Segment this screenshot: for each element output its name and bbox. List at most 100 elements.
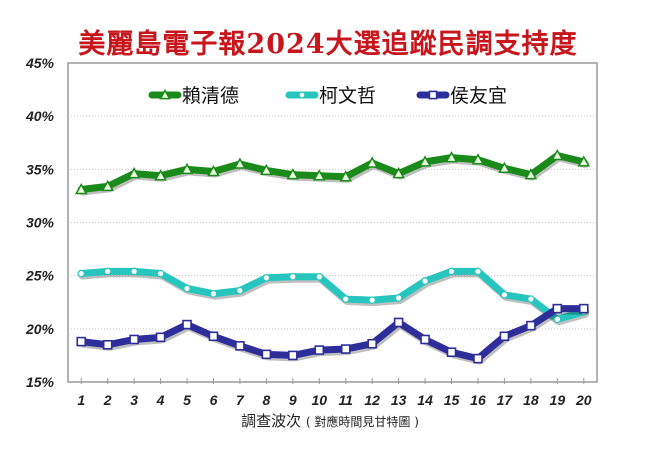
series-square: [76, 303, 590, 365]
triangle-marker: [180, 162, 194, 175]
square-marker: [102, 339, 113, 350]
legend-label: 柯文哲: [319, 85, 376, 107]
square-marker: [129, 334, 139, 345]
square-marker: [261, 349, 272, 360]
circle-marker: [183, 284, 191, 293]
y-tick-label: 35%: [26, 161, 55, 177]
y-tick-label: 20%: [25, 321, 55, 337]
x-tick-label: 4: [156, 392, 165, 408]
x-tick-label: 19: [550, 392, 566, 408]
square-marker: [76, 336, 87, 347]
triangle-marker: [74, 182, 88, 195]
circle-marker: [103, 267, 112, 276]
triangle-marker: [313, 169, 326, 181]
circle-marker: [447, 267, 456, 276]
triangle-marker: [159, 88, 171, 100]
circle-marker: [421, 277, 429, 285]
x-tick-label: 11: [338, 392, 353, 408]
circle-marker: [368, 296, 376, 304]
square-marker: [499, 331, 510, 342]
square-marker: [420, 334, 430, 345]
triangle-marker: [392, 167, 405, 179]
y-tick-label: 45%: [25, 55, 55, 71]
square-marker: [314, 345, 325, 355]
x-axis-label-note: ( 對應時間見甘特圖 ): [306, 414, 419, 429]
x-tick-label: 9: [289, 392, 297, 408]
y-tick-label: 40%: [25, 108, 55, 124]
triangle-marker: [339, 170, 352, 182]
triangle-marker: [498, 161, 511, 174]
x-tick-label: 18: [523, 392, 539, 408]
legend-label: 賴清德: [182, 85, 239, 107]
square-marker: [446, 347, 457, 358]
x-tick-label: 5: [183, 392, 191, 408]
triangle-marker: [101, 179, 114, 192]
x-axis-ticks: 1 2 3 4 5 6 7 8 9 10 11 12 13 14 15 16 17 18 19 20: [77, 378, 592, 408]
x-tick-label: 8: [262, 392, 270, 408]
circle-marker: [156, 269, 165, 278]
circle-marker: [474, 267, 482, 276]
square-marker: [473, 353, 483, 364]
circle-marker: [315, 272, 324, 281]
triangle-marker: [551, 148, 564, 161]
square-marker: [578, 303, 589, 314]
legend-item: 侯友宜: [416, 85, 507, 107]
legend-item: 賴清德: [148, 85, 239, 107]
y-tick-label: 15%: [26, 374, 55, 390]
y-tick-label: 30%: [26, 215, 55, 231]
x-tick-label: 12: [364, 392, 380, 408]
series-line: [77, 267, 588, 323]
triangle-marker: [154, 169, 167, 181]
x-tick-label: 3: [130, 392, 138, 408]
y-tick-label: 25%: [25, 268, 55, 284]
triangle-marker: [524, 168, 538, 180]
triangle-marker: [365, 156, 379, 168]
x-tick-label: 17: [497, 392, 514, 408]
triangle-marker: [260, 163, 273, 176]
square-marker: [155, 332, 166, 343]
triangle-marker: [471, 153, 485, 165]
x-tick-label: 20: [575, 392, 592, 408]
chart-title: 美麗島電子報2024大選追蹤民調支持度: [78, 29, 578, 60]
series-circle: [77, 267, 590, 326]
square-marker: [182, 319, 192, 330]
circle-marker: [553, 315, 562, 324]
x-tick-label: 6: [210, 392, 218, 408]
triangle-marker: [127, 167, 141, 179]
square-marker: [208, 331, 219, 342]
series-triangle: [74, 148, 591, 196]
triangle-marker: [286, 168, 300, 180]
triangle-marker: [207, 164, 220, 177]
triangle-marker: [577, 155, 591, 167]
series-lines: [74, 148, 591, 365]
x-tick-label: 14: [417, 392, 433, 408]
circle-marker: [527, 295, 535, 303]
circle-marker: [262, 273, 271, 282]
gridlines: [68, 115, 597, 330]
square-marker: [340, 344, 351, 354]
square-marker: [367, 338, 377, 349]
circle-marker: [394, 294, 403, 302]
circle-marker: [341, 295, 350, 303]
x-tick-label: 2: [103, 392, 112, 408]
x-tick-label: 1: [77, 392, 85, 408]
x-tick-label: 15: [444, 392, 460, 408]
triangle-marker: [233, 157, 247, 169]
square-marker: [288, 350, 298, 361]
axes: [67, 62, 598, 383]
x-tick-label: 7: [236, 392, 245, 408]
square-marker: [552, 303, 563, 314]
legend: 賴清德 柯文哲 侯友宜: [148, 85, 507, 107]
circle-marker: [298, 91, 306, 99]
legend-label: 侯友宜: [450, 85, 507, 107]
plot-frame: [67, 62, 598, 383]
square-marker: [235, 341, 245, 351]
circle-marker: [209, 289, 218, 298]
x-axis-label-main: 調查波次: [241, 412, 301, 430]
square-marker: [428, 90, 438, 100]
square-marker: [393, 317, 404, 328]
series-line: [77, 152, 588, 194]
circle-marker: [130, 267, 138, 276]
y-axis-ticks: 15% 20% 25% 30% 35% 40% 45%: [25, 55, 55, 390]
square-marker: [526, 320, 536, 331]
